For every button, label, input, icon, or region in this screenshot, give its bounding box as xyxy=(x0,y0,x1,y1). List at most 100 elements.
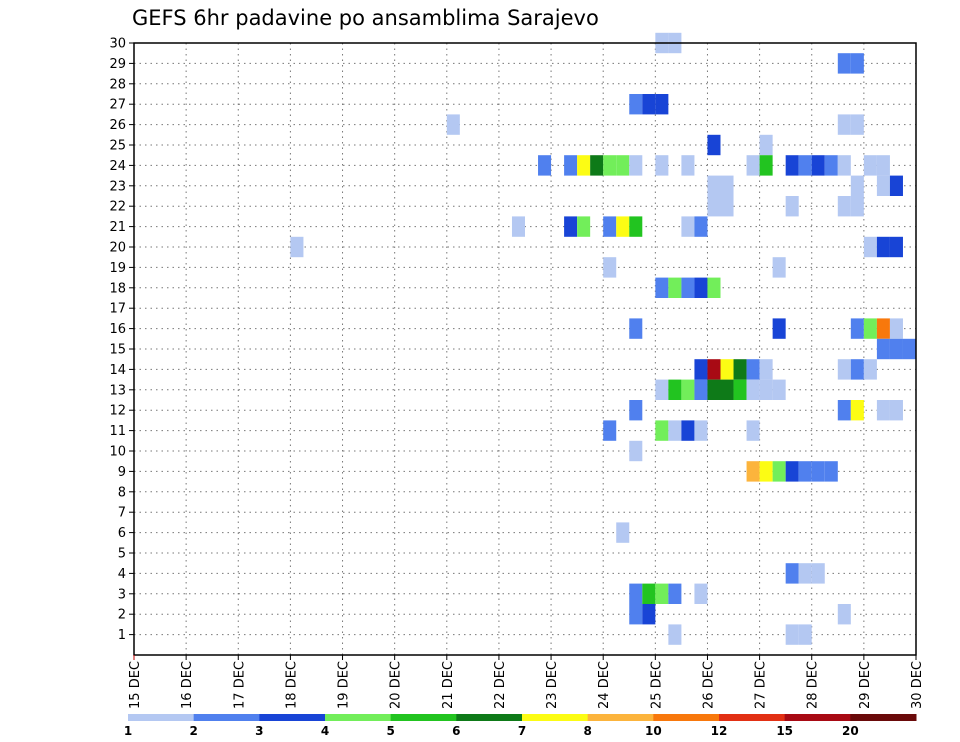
precip-cell xyxy=(889,175,903,196)
precip-cell xyxy=(694,420,708,441)
legend-swatch xyxy=(259,714,326,721)
precip-cell xyxy=(785,563,799,584)
x-tick-label: 30 DEC xyxy=(910,661,925,709)
precip-cell xyxy=(759,134,773,156)
precip-cell xyxy=(681,216,695,237)
precip-cell xyxy=(629,583,643,604)
y-tick-label: 29 xyxy=(109,57,126,72)
precip-cell xyxy=(759,379,773,400)
y-tick-label: 12 xyxy=(109,404,126,419)
precip-cell xyxy=(564,155,578,176)
precip-cell xyxy=(629,604,643,625)
precip-cell xyxy=(446,114,460,135)
legend-swatch xyxy=(390,714,457,721)
precip-cell xyxy=(746,461,760,482)
y-tick-label: 17 xyxy=(109,302,126,317)
precip-cell xyxy=(902,338,916,360)
precip-cell xyxy=(798,624,812,645)
precip-cell xyxy=(655,277,669,298)
legend-label: 6 xyxy=(452,724,460,738)
precip-cell xyxy=(863,236,877,258)
precip-cell xyxy=(668,624,682,645)
precip-cell xyxy=(876,318,890,339)
y-tick-label: 8 xyxy=(118,485,126,500)
x-tick-label: 28 DEC xyxy=(806,661,821,709)
y-tick-label: 18 xyxy=(109,281,126,296)
precip-cell xyxy=(616,522,630,543)
x-tick-label: 26 DEC xyxy=(701,661,716,709)
precip-cell xyxy=(590,155,604,176)
precip-cell xyxy=(720,359,734,380)
precip-cell xyxy=(655,420,669,441)
precip-cell xyxy=(603,420,617,441)
precip-cell xyxy=(707,175,721,196)
precip-cell xyxy=(655,155,669,176)
precip-cell xyxy=(850,114,864,135)
legend-label: 3 xyxy=(255,724,263,738)
precip-cell xyxy=(850,53,864,74)
precip-cell xyxy=(707,134,721,156)
precip-cell xyxy=(694,216,708,237)
precip-cell xyxy=(798,563,812,584)
precip-cell xyxy=(642,604,656,625)
y-tick-label: 14 xyxy=(109,363,126,378)
precip-cell xyxy=(655,379,669,400)
legend-swatch xyxy=(784,714,851,721)
precip-cell xyxy=(577,155,591,176)
legend-label: 2 xyxy=(189,724,197,738)
precip-cell xyxy=(681,379,695,400)
x-tick-label: 22 DEC xyxy=(493,661,508,709)
x-axis: 15 DEC 16 DEC 17 DEC 18 DEC 19 DEC 20 DEC 21 D… xyxy=(128,655,925,709)
y-tick-label: 24 xyxy=(109,159,126,174)
precip-cell xyxy=(629,440,643,462)
precip-cell xyxy=(863,155,877,176)
x-tick-label: 15 DEC xyxy=(128,661,143,709)
precip-cell xyxy=(564,216,578,237)
precip-cell xyxy=(759,461,773,482)
precip-cell xyxy=(655,94,669,115)
y-tick-label: 22 xyxy=(109,200,126,215)
y-tick-label: 6 xyxy=(118,526,126,541)
precip-cell xyxy=(876,236,890,258)
precip-cell xyxy=(876,338,890,360)
x-tick-label: 18 DEC xyxy=(284,661,299,709)
precip-cell xyxy=(876,155,890,176)
precip-cell xyxy=(772,461,786,482)
precip-cell xyxy=(850,196,864,217)
y-axis: 1234567891011121314151617181920212223242… xyxy=(109,37,134,643)
precip-cell xyxy=(837,196,851,217)
precip-cell xyxy=(668,277,682,298)
precip-cell xyxy=(694,583,708,604)
precip-cell xyxy=(876,175,890,196)
precip-cell xyxy=(837,53,851,74)
precip-cell xyxy=(629,318,643,339)
x-tick-label: 19 DEC xyxy=(337,661,352,709)
precip-cell xyxy=(837,155,851,176)
precip-cell xyxy=(863,318,877,339)
precip-cell xyxy=(629,400,643,421)
precip-cell xyxy=(798,155,812,176)
precip-cell xyxy=(694,379,708,400)
legend-swatch xyxy=(719,714,786,721)
precip-cell xyxy=(772,379,786,400)
x-tick-label: 29 DEC xyxy=(858,661,873,709)
precip-cell xyxy=(707,277,721,298)
precip-cell xyxy=(837,604,851,625)
precip-cell xyxy=(290,236,304,258)
x-tick-label: 24 DEC xyxy=(597,661,612,709)
precip-cell xyxy=(850,318,864,339)
precip-cell xyxy=(668,379,682,400)
precip-cell xyxy=(629,155,643,176)
precip-cell xyxy=(850,359,864,380)
precip-cell xyxy=(746,155,760,176)
precip-cell xyxy=(681,155,695,176)
precip-cell xyxy=(733,379,747,400)
x-tick-label: 23 DEC xyxy=(545,661,560,709)
precip-cell xyxy=(707,379,721,400)
precip-cell xyxy=(629,94,643,115)
precip-cell xyxy=(850,400,864,421)
precip-cell xyxy=(824,461,838,482)
precip-cell xyxy=(837,359,851,380)
legend-label: 15 xyxy=(776,724,793,738)
